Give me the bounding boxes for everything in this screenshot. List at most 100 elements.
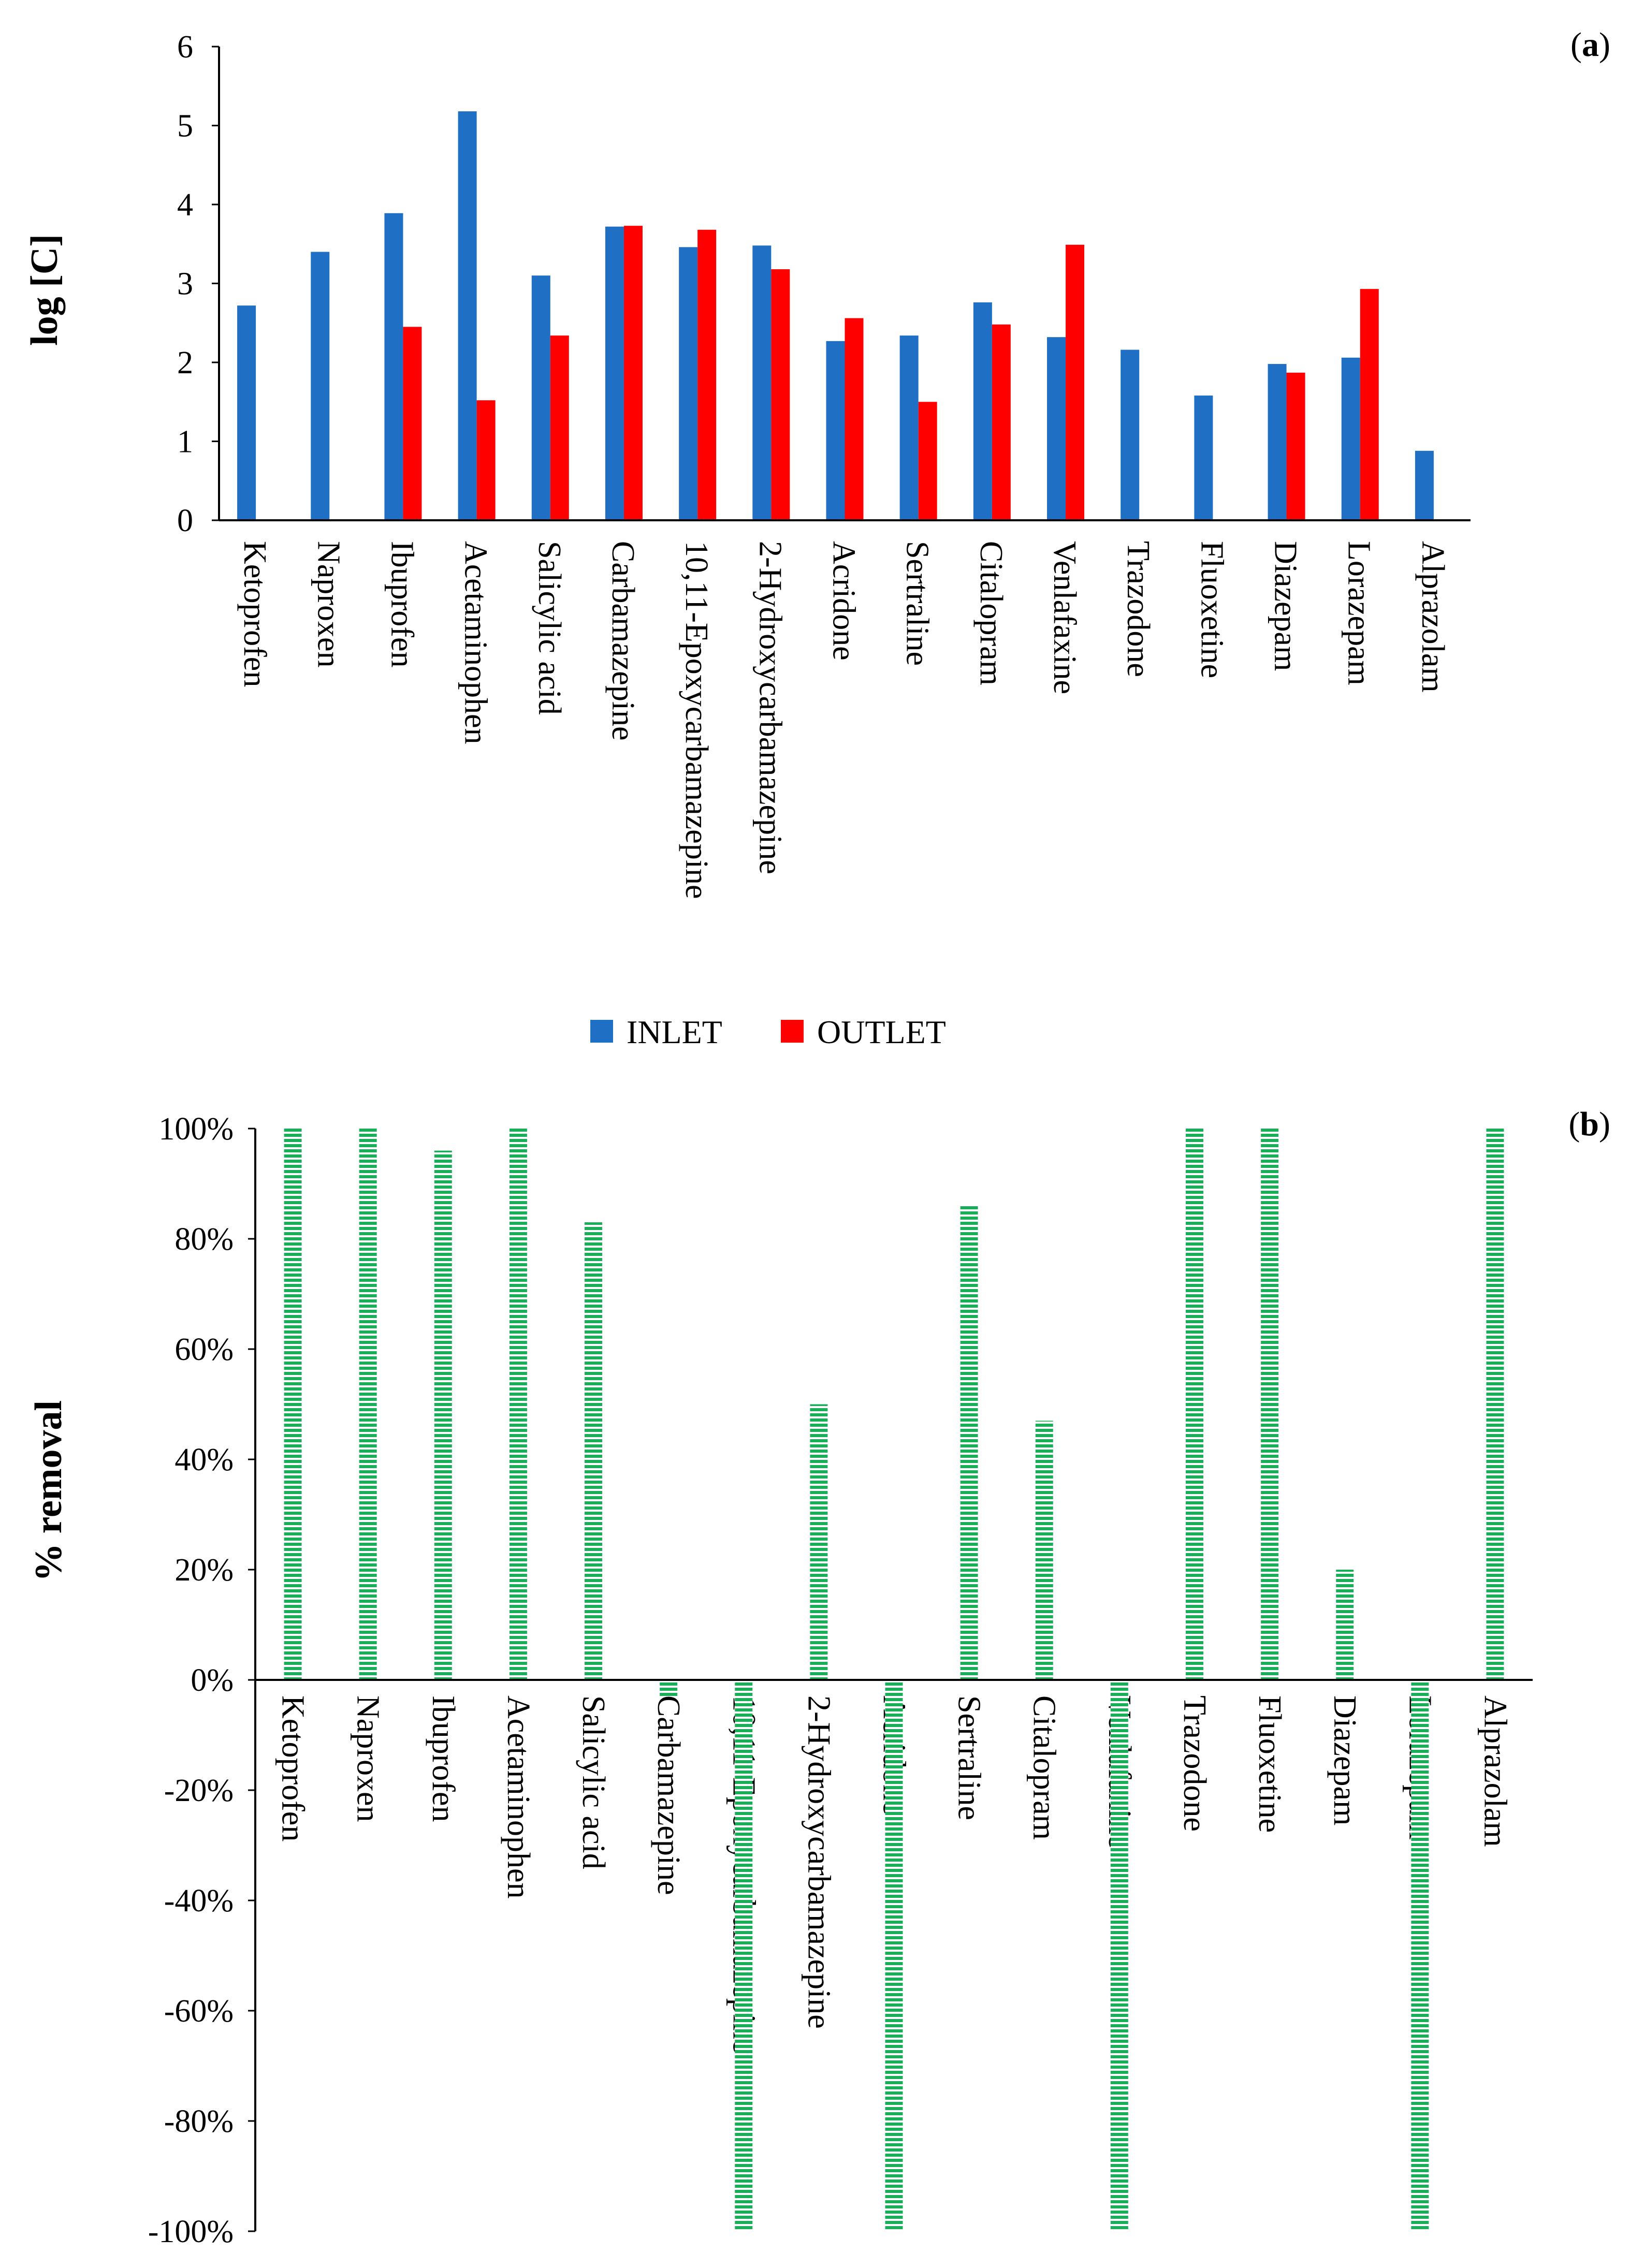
x-tick-label-b: Salicylic acid xyxy=(576,1695,611,1869)
bar-outlet-lorazepam xyxy=(1360,289,1379,520)
bar-inlet-diazepam xyxy=(1268,364,1287,520)
bar-outlet-salicylic-acid xyxy=(550,335,569,520)
y-tick-label-b: 80% xyxy=(174,1222,234,1257)
legend-swatch-outlet xyxy=(781,1020,804,1043)
x-tick-label-a: Ibuprofen xyxy=(384,541,419,667)
bar-inlet-2-hydroxycarbamazepine xyxy=(752,245,772,520)
x-tick-label-a: Ketoprofen xyxy=(237,541,272,687)
bar-removal-alprazolam xyxy=(1486,1129,1504,1680)
bar-removal-citalopram xyxy=(1035,1421,1053,1680)
bar-outlet-ibuprofen xyxy=(403,327,422,520)
y-tick-label-a: 2 xyxy=(177,345,193,381)
bar-outlet-2-hydroxycarbamazepine xyxy=(771,269,790,520)
bar-removal-venlafaxine xyxy=(1110,1680,1128,2231)
y-tick-label-a: 6 xyxy=(177,30,193,65)
bar-inlet-alprazolam xyxy=(1415,450,1434,520)
bar-inlet-ibuprofen xyxy=(384,213,403,520)
bar-outlet-diazepam xyxy=(1286,372,1305,520)
bar-removal-acetaminophen xyxy=(509,1129,527,1680)
y-tick-label-b: -80% xyxy=(164,2104,234,2139)
panel-label-a: (a) xyxy=(1570,26,1610,64)
x-tick-label-b: Acetaminophen xyxy=(501,1695,536,1899)
bar-removal-ibuprofen xyxy=(434,1150,452,1680)
bar-removal-trazodone xyxy=(1185,1129,1203,1680)
bar-inlet-salicylic-acid xyxy=(531,275,550,520)
x-tick-label-a: Citalopram xyxy=(973,541,1009,685)
chart-b-percent-removal: (b) % removal -100% -80% -60% -40% -20% 0% 20%… xyxy=(27,1105,1610,2249)
legend-label-inlet: INLET xyxy=(627,1014,722,1050)
x-tick-label-a: Acetaminophen xyxy=(458,541,493,744)
x-tick-label-b: Naproxen xyxy=(351,1695,386,1822)
y-tick-label-b: -100% xyxy=(148,2214,234,2249)
x-tick-label-b: Sertraline xyxy=(952,1695,987,1820)
x-tick-label-b: Ibuprofen xyxy=(426,1695,461,1822)
x-tick-label-a: Venlafaxine xyxy=(1047,541,1082,694)
bar-inlet-naproxen xyxy=(311,252,330,520)
bar-removal-ketoprofen xyxy=(284,1129,302,1680)
y-tick-label-a: 5 xyxy=(177,109,193,144)
x-tick-label-b: 2-Hydroxycarbamazepine xyxy=(801,1695,836,2029)
bar-removal-10-11-epoxycarbamazepine xyxy=(735,1680,753,2231)
y-tick-label-a: 1 xyxy=(177,425,193,460)
bar-inlet-carbamazepine xyxy=(605,226,624,520)
x-tick-label-a: Sertraline xyxy=(900,541,935,666)
x-tick-label-a: Naproxen xyxy=(311,541,346,667)
y-tick-label-a: 4 xyxy=(177,187,193,223)
bar-removal-2-hydroxycarbamazepine xyxy=(810,1404,828,1680)
bar-outlet-citalopram xyxy=(992,324,1011,520)
x-tick-label-a: 2-Hydroxycarbamazepine xyxy=(752,541,788,874)
bar-inlet-trazodone xyxy=(1121,349,1140,520)
bar-removal-sertraline xyxy=(960,1206,978,1680)
bar-inlet-acridone xyxy=(826,341,845,520)
x-tick-label-a: Trazodone xyxy=(1121,541,1156,677)
y-tick-label-b: -40% xyxy=(164,1883,234,1919)
bar-inlet-venlafaxine xyxy=(1047,337,1066,520)
bar-inlet-sertraline xyxy=(899,335,919,520)
x-tick-label-b: Fluoxetine xyxy=(1252,1695,1287,1833)
x-tick-label-a: Alprazolam xyxy=(1415,541,1450,693)
x-tick-label-b: Alprazolam xyxy=(1477,1695,1512,1847)
x-tick-label-b: Ketoprofen xyxy=(275,1695,311,1841)
x-tick-label-b: Citalopram xyxy=(1027,1695,1062,1840)
x-tick-label-a: Salicylic acid xyxy=(532,541,567,715)
y-tick-label-b: 0% xyxy=(191,1663,234,1698)
x-tick-label-a: Diazepam xyxy=(1268,541,1303,671)
y-tick-label-b: -60% xyxy=(164,1994,234,2029)
bar-inlet-10-11-epoxycarbamazepine xyxy=(679,247,698,521)
y-tick-label-a: 0 xyxy=(177,503,193,538)
y-tick-label-b: 100% xyxy=(158,1111,234,1147)
bar-inlet-acetaminophen xyxy=(458,111,477,521)
x-tick-label-b: Carbamazepine xyxy=(651,1695,686,1895)
bar-removal-lorazepam xyxy=(1411,1680,1429,2231)
bar-outlet-carbamazepine xyxy=(623,226,643,520)
bar-inlet-citalopram xyxy=(973,302,992,520)
bar-removal-naproxen xyxy=(359,1129,377,1680)
legend-label-outlet: OUTLET xyxy=(817,1014,946,1050)
y-axis-label-b: % removal xyxy=(27,1400,70,1582)
chart-a-inlet-outlet-log-concentration: (a) log [C] 0 1 2 3 4 5 6 Ketoprofen Naproxen Ib… xyxy=(23,26,1610,1050)
y-axis-label-a: log [C] xyxy=(23,234,66,346)
y-tick-label-a: 3 xyxy=(177,267,193,302)
x-tick-label-b: Diazepam xyxy=(1327,1695,1362,1825)
bar-outlet-venlafaxine xyxy=(1066,244,1085,520)
x-tick-label-a: Fluoxetine xyxy=(1194,541,1229,678)
panel-label-b: (b) xyxy=(1568,1105,1610,1143)
legend-swatch-inlet xyxy=(590,1020,613,1043)
bar-outlet-10-11-epoxycarbamazepine xyxy=(697,229,717,520)
x-tick-label-b: Trazodone xyxy=(1177,1695,1212,1832)
bar-removal-salicylic-acid xyxy=(585,1222,603,1680)
x-tick-label-a: Acridone xyxy=(826,541,862,661)
bar-removal-acridone xyxy=(885,1680,903,2231)
y-tick-label-b: 60% xyxy=(174,1332,234,1367)
bar-inlet-ketoprofen xyxy=(237,305,256,520)
bar-removal-diazepam xyxy=(1336,1570,1354,1680)
bar-outlet-acetaminophen xyxy=(476,400,496,520)
bar-outlet-sertraline xyxy=(918,402,937,520)
legend-a: INLET OUTLET xyxy=(590,1014,946,1050)
x-tick-label-a: Carbamazepine xyxy=(605,541,641,741)
y-tick-label-b: 40% xyxy=(174,1442,234,1477)
bar-removal-fluoxetine xyxy=(1261,1129,1279,1680)
x-tick-label-a: Lorazepam xyxy=(1342,541,1377,685)
bar-outlet-acridone xyxy=(845,318,864,520)
